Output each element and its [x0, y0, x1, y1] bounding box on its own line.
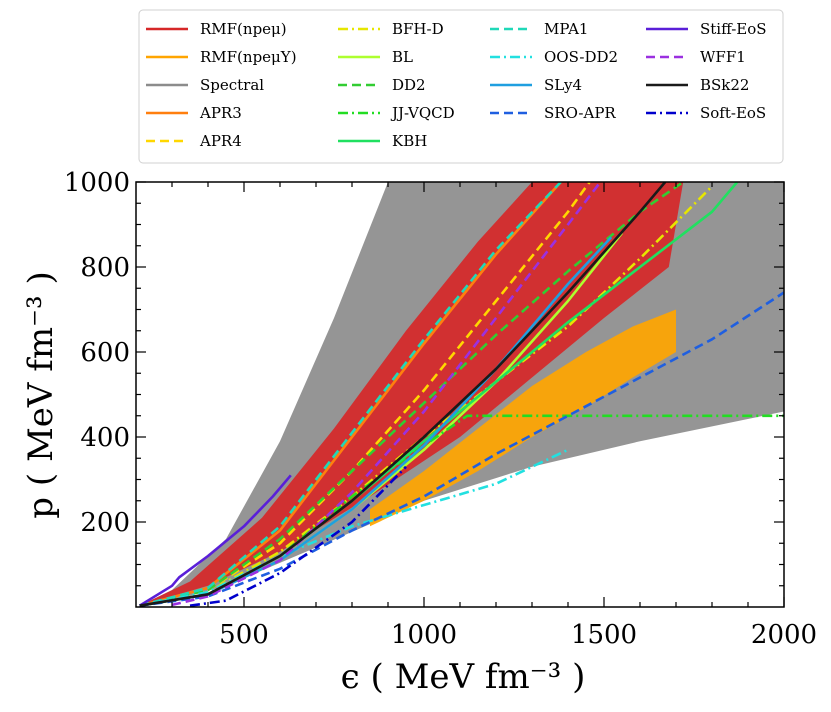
series-line-wff1: [171, 182, 602, 607]
legend-label-oos-dd2: OOS-DD2: [544, 48, 618, 66]
lines-layer: [138, 182, 784, 607]
legend-label-bl: BL: [392, 48, 413, 66]
x-tick-label: 500: [219, 620, 269, 650]
y-tick-label: 600: [80, 338, 130, 368]
legend-label-apr4: APR4: [199, 132, 242, 150]
y-tick-label: 200: [80, 508, 130, 538]
legend-label-bfh-d: BFH-D: [392, 20, 444, 38]
series-line-sro-apr: [139, 291, 784, 607]
series-line-bfh-d: [139, 185, 713, 607]
series-line-dd2: [139, 182, 684, 607]
legend-label-rmf-npe-y: RMF(npeμY): [200, 48, 297, 66]
legend-label-apr3: APR3: [199, 104, 242, 122]
legend-label-bsk22: BSk22: [700, 76, 749, 94]
series-line-soft-eos: [189, 465, 407, 607]
legend-items: RMF(npeμ) RMF(npeμY) Spectral APR3 APR4 BFH-D…: [146, 20, 767, 150]
series-line-stiff-eos: [138, 474, 292, 607]
x-tick-label: 2000: [751, 620, 817, 650]
plot-area: [138, 182, 784, 607]
bands-layer: [139, 182, 784, 606]
legend-label-wff1: WFF1: [700, 48, 746, 66]
legend-label-stiff-eos: Stiff-EoS: [700, 20, 767, 38]
legend: RMF(npeμ) RMF(npeμY) Spectral APR3 APR4 BFH-D…: [138, 9, 784, 164]
series-line-oos-dd2: [139, 448, 569, 607]
legend-label-spectral: Spectral: [200, 76, 264, 94]
legend-label-kbh: KBH: [392, 132, 427, 150]
ticks-layer: 500 1000 1500 2000 200 400 600 800 1000: [64, 168, 817, 650]
y-axis-title: p ( MeV fm⁻³ ): [21, 271, 61, 518]
legend-box: [138, 9, 784, 164]
y-tick-label: 1000: [64, 168, 130, 198]
legend-label-mpa1: MPA1: [544, 20, 588, 38]
legend-label-jj-vqcd: JJ-VQCD: [390, 104, 455, 122]
y-tick-label: 400: [80, 423, 130, 453]
x-axis-title: ϵ ( MeV fm⁻³ ): [341, 657, 586, 697]
legend-label-rmf-npe: RMF(npeμ): [200, 20, 287, 38]
series-line-mpa1: [139, 182, 562, 607]
series-line-bsk22: [139, 182, 667, 607]
legend-label-sly4: SLy4: [544, 76, 582, 94]
legend-label-dd2: DD2: [392, 76, 426, 94]
legend-label-sro-apr: SRO-APR: [544, 104, 616, 122]
x-tick-label: 1000: [391, 620, 457, 650]
legend-label-soft-eos: Soft-EoS: [700, 104, 766, 122]
band-rmf-npe-y: [370, 309, 676, 527]
x-tick-label: 1500: [571, 620, 637, 650]
y-tick-label: 800: [80, 253, 130, 283]
